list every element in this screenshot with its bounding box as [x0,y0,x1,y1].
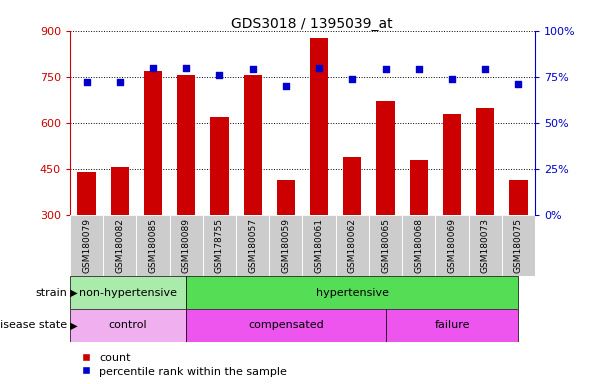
FancyBboxPatch shape [70,215,103,276]
Point [414,66,424,73]
Point [248,66,258,73]
Text: GSM180057: GSM180057 [248,218,257,273]
Text: ▶: ▶ [67,320,77,331]
FancyBboxPatch shape [186,309,385,342]
FancyBboxPatch shape [170,215,203,276]
FancyBboxPatch shape [369,215,402,276]
Text: GSM178755: GSM178755 [215,218,224,273]
Text: GSM180073: GSM180073 [481,218,489,273]
Point [314,65,324,71]
Bar [177,75,195,215]
Text: strain: strain [35,288,67,298]
Point [115,79,125,85]
Point [148,65,158,71]
Point [480,66,490,73]
FancyBboxPatch shape [70,309,186,342]
Bar [111,167,129,215]
FancyBboxPatch shape [336,215,369,276]
Bar [210,117,229,215]
Text: GSM180079: GSM180079 [82,218,91,273]
Text: failure: failure [434,320,470,331]
Bar [244,75,262,215]
FancyBboxPatch shape [203,215,236,276]
Bar [376,101,395,215]
Point [181,65,191,71]
FancyBboxPatch shape [236,215,269,276]
Text: GSM180069: GSM180069 [447,218,457,273]
Text: GSM180075: GSM180075 [514,218,523,273]
Text: GSM180068: GSM180068 [414,218,423,273]
Bar [310,38,328,215]
Text: non-hypertensive: non-hypertensive [79,288,177,298]
Text: GDS3018 / 1395039_at: GDS3018 / 1395039_at [231,17,393,31]
Bar [476,108,494,215]
Point [447,76,457,82]
FancyBboxPatch shape [136,215,170,276]
Text: compensated: compensated [248,320,323,331]
Bar [144,71,162,215]
Text: ▶: ▶ [67,288,77,298]
Text: GSM180062: GSM180062 [348,218,357,273]
FancyBboxPatch shape [269,215,302,276]
Text: GSM180059: GSM180059 [282,218,291,273]
FancyBboxPatch shape [435,215,469,276]
Bar [77,172,95,215]
FancyBboxPatch shape [70,276,186,309]
Point [347,76,357,82]
Point [81,79,91,85]
Text: GSM180089: GSM180089 [182,218,191,273]
Text: GSM180065: GSM180065 [381,218,390,273]
Point [281,83,291,89]
Text: disease state: disease state [0,320,67,331]
Bar [343,157,361,215]
Text: GSM180085: GSM180085 [148,218,157,273]
FancyBboxPatch shape [385,309,519,342]
FancyBboxPatch shape [103,215,136,276]
Bar [443,114,461,215]
Text: GSM180061: GSM180061 [314,218,323,273]
Text: control: control [109,320,147,331]
FancyBboxPatch shape [302,215,336,276]
FancyBboxPatch shape [186,276,519,309]
Bar [510,180,528,215]
Bar [410,160,428,215]
Text: hypertensive: hypertensive [316,288,389,298]
FancyBboxPatch shape [502,215,535,276]
FancyBboxPatch shape [469,215,502,276]
Point [514,81,523,87]
Point [381,66,390,73]
Point [215,72,224,78]
Bar [277,180,295,215]
FancyBboxPatch shape [402,215,435,276]
Text: GSM180082: GSM180082 [116,218,124,273]
Legend: count, percentile rank within the sample: count, percentile rank within the sample [81,353,287,377]
